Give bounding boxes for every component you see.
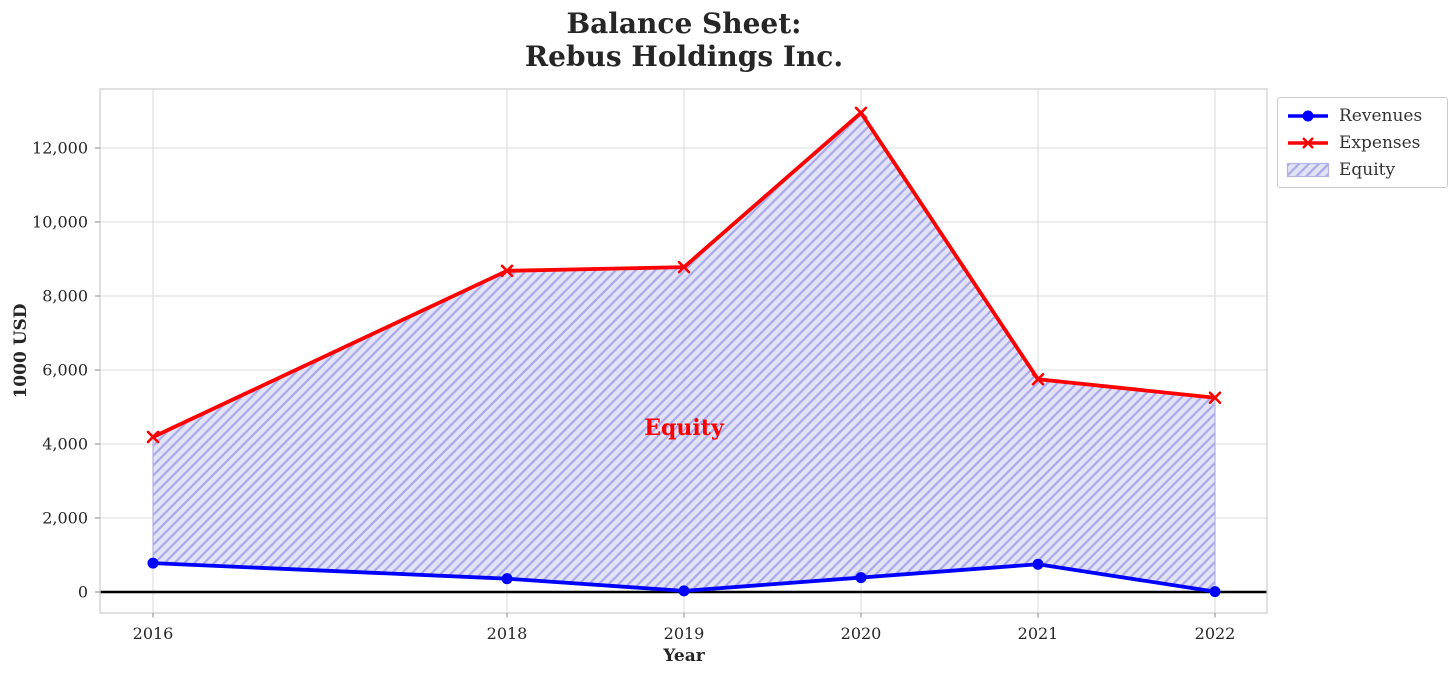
svg-text:12,000: 12,000 (32, 139, 88, 158)
legend-item-expenses: Expenses (1286, 133, 1439, 153)
legend-item-equity: Equity (1286, 160, 1439, 180)
revenues-markers (147, 557, 1221, 598)
svg-text:4,000: 4,000 (42, 435, 88, 454)
chart-title-line1: Balance Sheet: (566, 7, 802, 40)
equity-annotation: Equity (644, 415, 724, 442)
legend-label-revenues: Revenues (1339, 105, 1423, 126)
legend-label-expenses: Expenses (1339, 132, 1421, 153)
equity-hatch-swatch (1286, 162, 1330, 177)
svg-text:2018: 2018 (487, 624, 528, 643)
revenues-line-swatch (1288, 110, 1328, 121)
svg-text:2019: 2019 (664, 624, 705, 643)
tick-marks (95, 147, 1216, 618)
svg-text:2,000: 2,000 (42, 509, 88, 528)
chart-title: Balance Sheet: Rebus Holdings Inc. (525, 7, 843, 73)
legend-label-equity: Equity (1339, 159, 1396, 180)
expenses-line (152, 110, 1216, 439)
legend: Revenues Expenses Equity (1277, 97, 1448, 188)
svg-text:2022: 2022 (1195, 624, 1236, 643)
x-axis-label: Year (663, 646, 705, 666)
svg-text:2016: 2016 (133, 624, 174, 643)
revenues-line (152, 561, 1216, 594)
expenses-markers (146, 106, 1222, 444)
svg-text:2020: 2020 (841, 624, 882, 643)
svg-text:6,000: 6,000 (42, 361, 88, 380)
svg-text:10,000: 10,000 (32, 213, 88, 232)
y-axis-label: 1000 USD (11, 303, 31, 399)
svg-text:8,000: 8,000 (42, 287, 88, 306)
svg-text:0: 0 (78, 583, 88, 602)
svg-text:2021: 2021 (1018, 624, 1059, 643)
chart-title-line2: Rebus Holdings Inc. (524, 40, 844, 73)
x-tick-labels: 2016 2018 2019 2020 2021 2022 (133, 624, 1236, 643)
expenses-line-swatch (1288, 136, 1328, 149)
y-tick-labels: 0 2,000 4,000 6,000 8,000 10,000 12,000 (32, 139, 88, 602)
legend-item-revenues: Revenues (1286, 106, 1439, 126)
